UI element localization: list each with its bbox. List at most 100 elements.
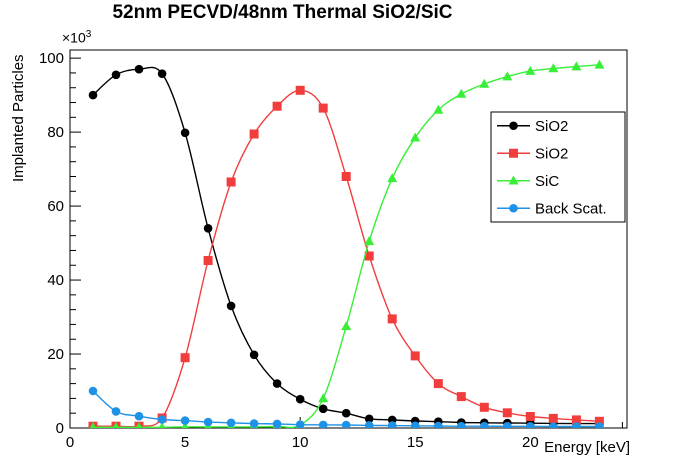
circle-marker [272, 419, 282, 428]
legend-entry: Back Scat. [497, 200, 607, 217]
circle-marker [249, 419, 259, 428]
circle-marker [272, 379, 282, 388]
series-sic-2 [89, 59, 605, 428]
circle-marker [157, 69, 167, 78]
circle-marker [387, 421, 397, 428]
legend-label: SiO2 [535, 145, 568, 162]
legend-label: SiC [535, 173, 559, 190]
square-marker [433, 379, 443, 389]
triangle-marker [571, 61, 582, 71]
square-marker [456, 392, 466, 402]
square-marker [318, 103, 328, 113]
square-marker [479, 402, 489, 412]
circle-marker [526, 422, 535, 428]
circle-marker [134, 411, 144, 421]
legend-label: Back Scat. [535, 200, 607, 217]
y-tick-label: 80 [47, 124, 64, 141]
triangle-marker [594, 59, 605, 69]
triangle-marker [525, 65, 536, 75]
triangle-marker [135, 422, 143, 428]
triangle-marker [89, 422, 97, 428]
square-marker [525, 412, 535, 421]
triangle-marker [387, 173, 398, 183]
circle-marker [410, 421, 420, 428]
circle-marker [549, 422, 558, 428]
y-axis-title: Implanted Particles [10, 54, 27, 182]
circle-marker [295, 394, 305, 404]
square-marker [410, 351, 420, 361]
square-marker [548, 413, 558, 423]
circle-marker [111, 70, 121, 80]
circle-marker [595, 422, 604, 428]
circle-marker [509, 121, 518, 131]
legend-box: SiO2 SiO2 SiC Back Scat. [490, 111, 626, 223]
square-marker [341, 172, 351, 181]
plot-frame [69, 49, 628, 429]
triangle-marker [364, 236, 375, 245]
circle-marker [434, 421, 443, 428]
circle-marker [341, 408, 351, 418]
triangle-marker [508, 175, 519, 185]
chart-title: 52nm PECVD/48nm Thermal SiO2/SiC [112, 2, 453, 23]
triangle-marker [158, 422, 166, 428]
circle-marker [203, 417, 213, 427]
square-marker [387, 314, 397, 324]
circle-marker [318, 404, 328, 414]
square-marker [502, 408, 512, 418]
y-tick-label: 20 [47, 346, 64, 363]
square-marker [295, 85, 305, 95]
y-tick-label: 60 [47, 198, 64, 215]
square-marker [364, 251, 374, 261]
y-axis: 0 20 40 60 80 100 [39, 50, 81, 437]
x-axis-title: Energy [keV] [544, 439, 630, 456]
circle-marker [572, 422, 581, 428]
circle-marker [503, 422, 512, 428]
circle-marker [295, 420, 305, 428]
legend-border [490, 111, 626, 223]
circle-marker [480, 421, 489, 428]
triangle-marker [341, 321, 352, 331]
x-tick-label: 5 [181, 434, 189, 451]
square-marker [203, 256, 213, 265]
circle-marker [457, 421, 466, 428]
triangle-marker [548, 63, 559, 73]
triangle-marker [112, 422, 120, 428]
y-axis-multiplier: ×103 [62, 29, 91, 46]
square-marker [272, 101, 282, 111]
y-tick-label: 100 [39, 50, 64, 67]
x-tick-label: 15 [407, 434, 424, 451]
triangle-marker [410, 132, 421, 142]
circle-marker [226, 301, 236, 311]
square-marker [571, 415, 581, 425]
circle-marker [88, 90, 98, 100]
x-tick-label: 0 [66, 434, 74, 451]
square-marker [226, 177, 236, 187]
triangle-marker [502, 71, 513, 81]
legend-label: SiO2 [535, 118, 568, 135]
circle-marker [226, 418, 236, 428]
square-marker [509, 148, 518, 158]
circle-marker [249, 350, 259, 360]
triangle-marker [433, 104, 444, 114]
circle-marker [203, 224, 213, 233]
y-tick-label: 0 [56, 420, 64, 437]
square-marker [594, 416, 604, 426]
circle-marker [111, 407, 121, 416]
y-axis-multiplier-base: ×10 [62, 29, 86, 46]
x-tick-label: 20 [522, 434, 539, 451]
triangle-marker [318, 393, 329, 403]
circle-marker [364, 421, 374, 428]
circle-marker [180, 128, 190, 138]
x-tick-label: 10 [292, 434, 309, 451]
triangle-marker [479, 78, 490, 88]
circle-marker [157, 415, 167, 424]
square-marker [249, 129, 259, 139]
circle-marker [180, 416, 190, 425]
circle-marker [134, 64, 144, 74]
circle-marker [364, 414, 374, 424]
y-axis-multiplier-exponent: 3 [85, 29, 92, 40]
y-tick-label: 40 [47, 272, 64, 289]
series-back-scat--3 [88, 386, 604, 428]
